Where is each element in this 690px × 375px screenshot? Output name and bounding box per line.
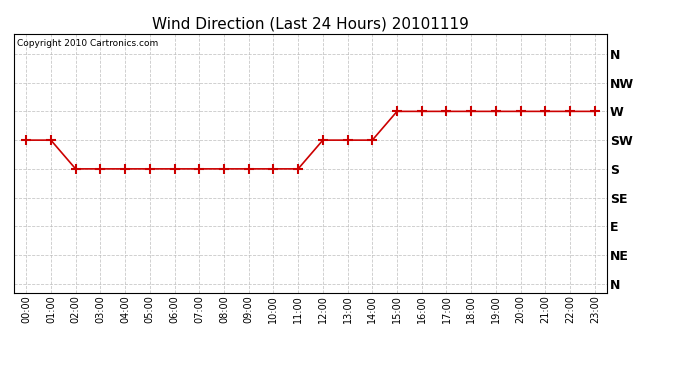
Text: Copyright 2010 Cartronics.com: Copyright 2010 Cartronics.com [17, 39, 158, 48]
Title: Wind Direction (Last 24 Hours) 20101119: Wind Direction (Last 24 Hours) 20101119 [152, 16, 469, 31]
